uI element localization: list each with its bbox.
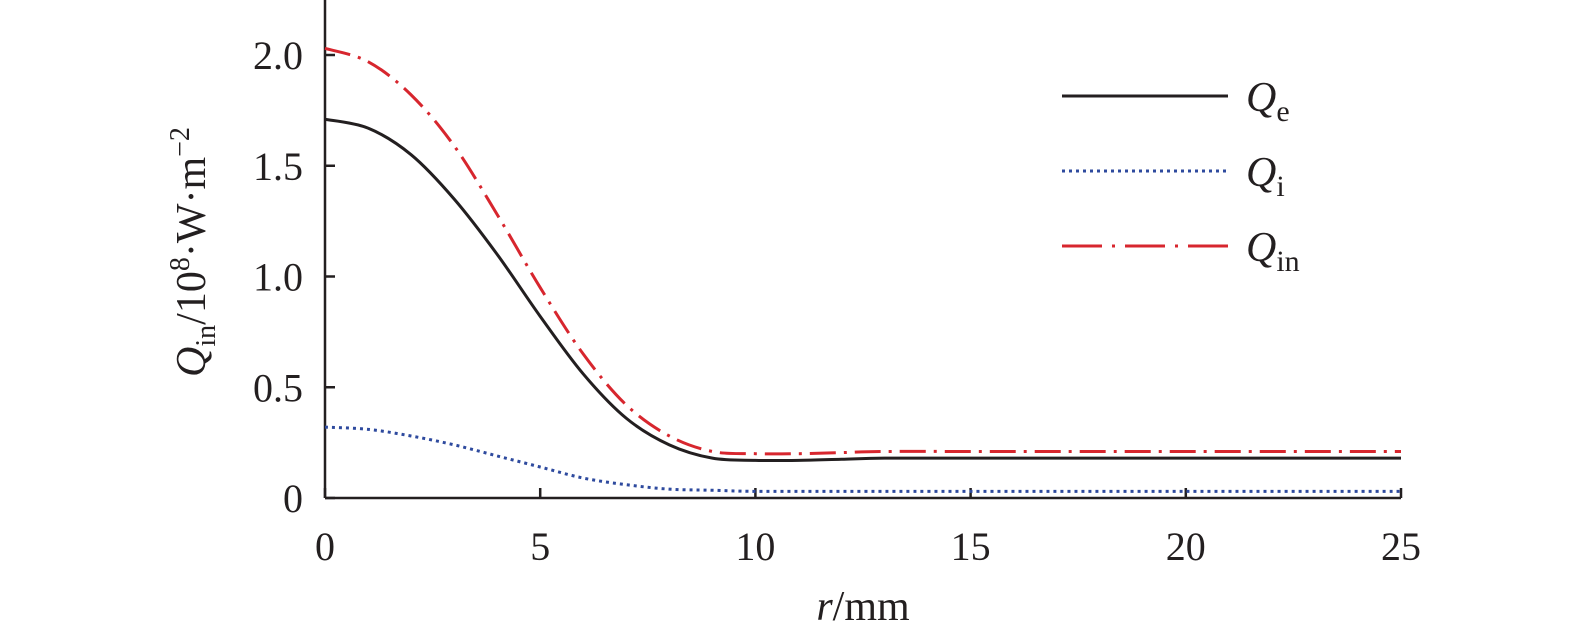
axes: 0 5 10 15 20 25 0 0.5 1.0 1.5 2.0 [253,0,1421,569]
x-axis-title: r/mm [816,584,910,630]
y-axis-var: Q [169,347,215,377]
x-tick-label: 5 [530,524,550,569]
y-axis-sup: 8 [165,257,196,271]
y-tick-label: 0.5 [253,365,303,410]
x-tick-label: 15 [951,524,991,569]
y-tick-label: 1.5 [253,144,303,189]
y-axis-sub: in [191,325,222,347]
series-line-qe [324,117,1401,463]
y-axis-sup2: −2 [165,127,196,157]
legend-label-qe: Qe [1246,75,1290,128]
y-axis-prefix: /10 [169,271,215,325]
y-tick-label: 0 [283,476,303,521]
x-axis-var: r [816,584,833,630]
series-layer [324,46,1401,493]
x-tick-label: 20 [1166,524,1206,569]
x-axis-unit: /mm [833,584,910,630]
y-tick-label: 2.0 [253,33,303,78]
x-tick-label: 10 [735,524,775,569]
series-line-qin [324,46,1401,456]
y-tick-label: 1.0 [253,255,303,300]
series-line-qi [324,425,1401,493]
y-axis-title: Qin/108·W·m−2 [165,127,222,377]
legend-label-qin: Qin [1246,225,1300,278]
legend-label-qi: Qi [1246,150,1285,203]
x-tick-label: 0 [315,524,335,569]
x-tick-label: 25 [1381,524,1421,569]
y-axis-mid: ·W·m [169,157,215,258]
legend: Qe Qi Qin [1062,75,1300,278]
